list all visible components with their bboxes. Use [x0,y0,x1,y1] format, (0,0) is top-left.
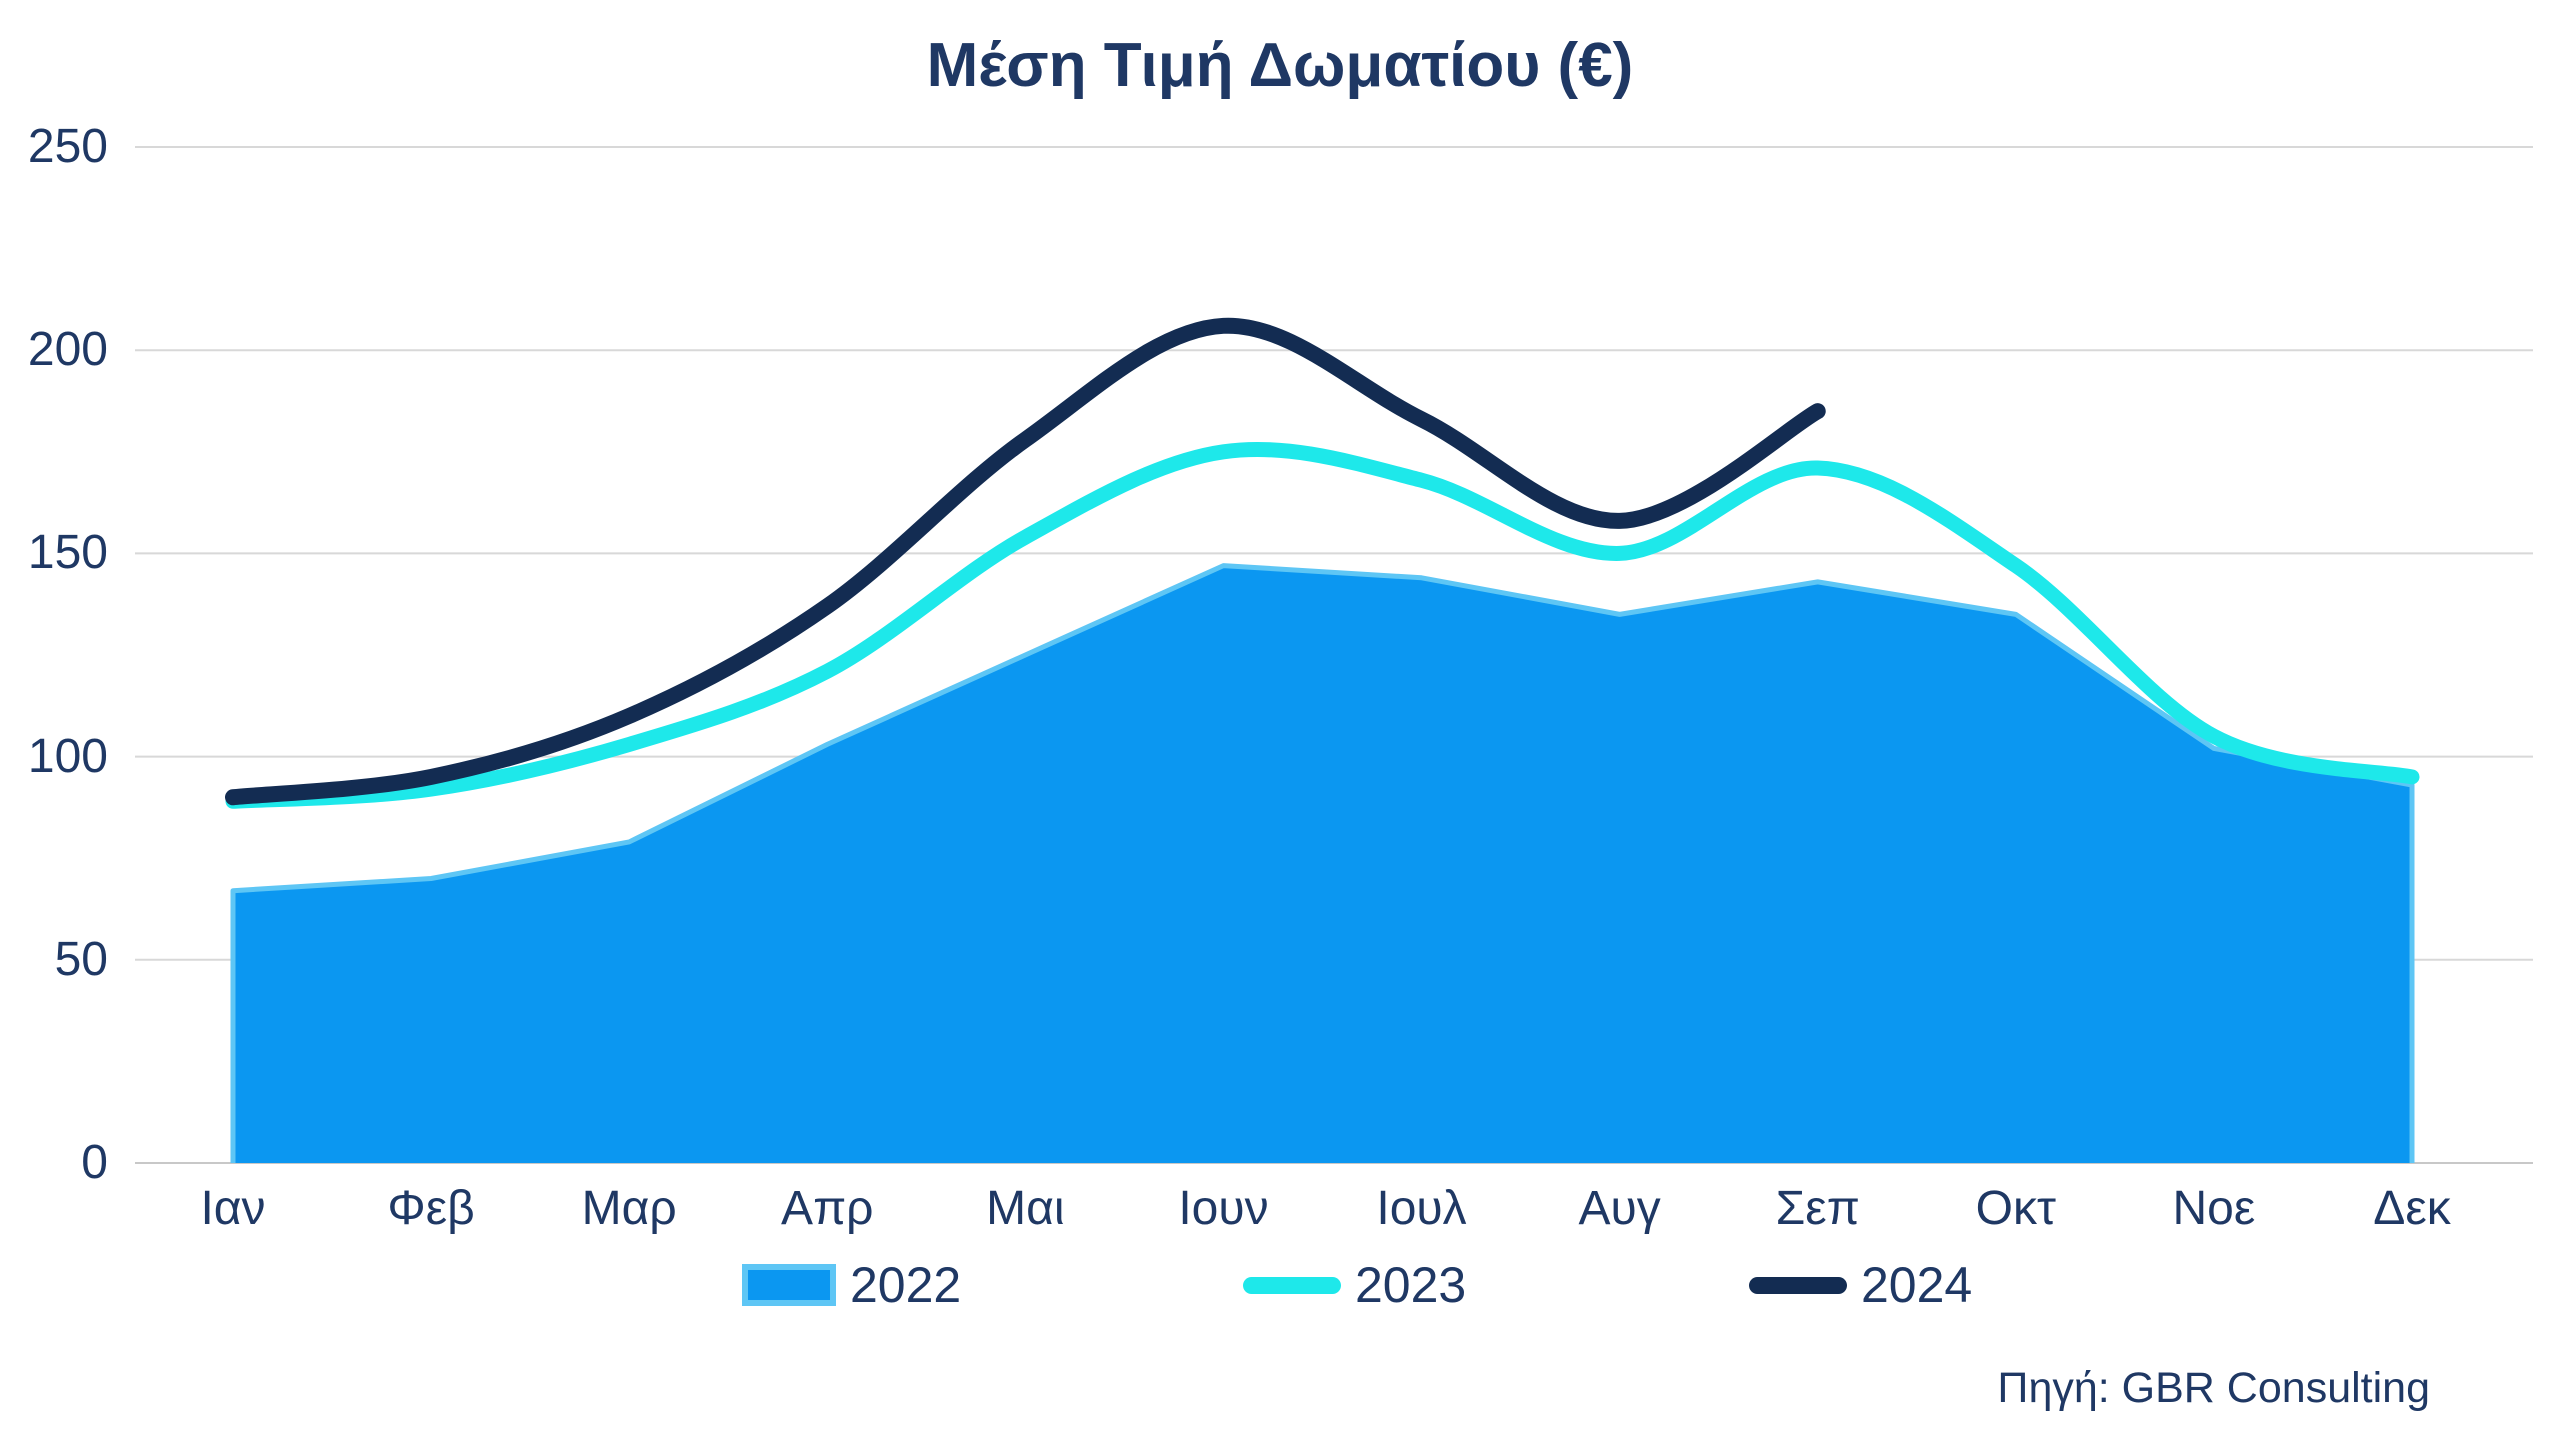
x-axis-category-label: Δεκ [2373,1182,2451,1235]
chart-title: Μέση Τιμή Δωματίου (€) [926,31,1634,100]
area-series-2022-border [230,563,2415,1163]
y-axis-tick-label: 200 [27,323,108,377]
legend-swatch-2022 [742,1264,836,1306]
legend-item-2022: 2022 [742,1254,961,1316]
y-axis-tick-label: 0 [81,1136,108,1189]
legend-label-2023: 2023 [1355,1257,1467,1313]
x-axis-category-label: Ιουν [1178,1182,1269,1235]
line-series-2024 [225,317,1826,806]
source-note: Πηγή: GBR Consulting [1997,1364,2430,1412]
y-axis-tick-label: 150 [27,526,108,580]
legend-swatch-2023 [1243,1276,1341,1294]
legend-label-2024: 2024 [1861,1257,1973,1313]
area-series-2022 [233,565,2412,1163]
x-axis-category-label: Φεβ [387,1182,475,1235]
x-axis-category-label: Ιουλ [1376,1182,1467,1235]
y-axis-tick-label: 250 [27,120,108,173]
x-axis-category-label: Απρ [781,1182,874,1235]
y-axis-tick-label: 50 [54,932,108,986]
x-axis-category-label: Αυγ [1578,1182,1661,1235]
legend-item-2024: 2024 [1749,1254,1972,1316]
legend-label-2022: 2022 [850,1257,962,1313]
legend-swatch-2024 [1749,1276,1847,1294]
x-axis-category-label: Οκτ [1975,1182,2056,1235]
x-axis-category-label: Σεπ [1775,1182,1860,1235]
y-axis-tick-label: 100 [27,729,108,783]
x-axis-category-label: Νοε [2172,1182,2256,1235]
x-axis-category-label: Ιαν [200,1182,266,1235]
legend-item-2023: 2023 [1243,1254,1466,1316]
x-axis-category-label: Μαι [986,1182,1065,1235]
x-axis-category-label: Μαρ [581,1182,677,1235]
line-series-2023 [225,441,2420,809]
